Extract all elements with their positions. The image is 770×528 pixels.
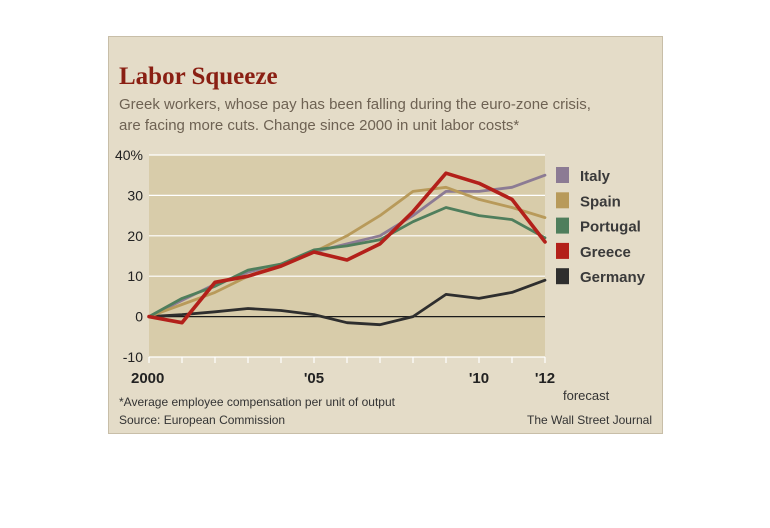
chart-canvas: Labor Squeeze Greek workers, whose pay h… (115, 63, 652, 427)
legend-swatch-italy (556, 167, 569, 183)
legend-label-greece: Greece (580, 244, 631, 261)
y-tick-label: 30 (127, 187, 143, 203)
legend-swatch-spain (556, 192, 569, 209)
legend-swatch-portugal (556, 217, 569, 234)
y-tick-label: 10 (127, 268, 143, 284)
chart-card: Labor Squeeze Greek workers, whose pay h… (108, 36, 663, 434)
legend-label-portugal: Portugal (580, 219, 641, 236)
legend-label-italy: Italy (580, 168, 611, 185)
legend-swatch-germany (556, 268, 569, 285)
plot-area: 40% 30 20 10 0 -10 2000 '05 '10 '12 Italy Spain Port… (115, 147, 646, 387)
series-line-portugal (147, 206, 547, 319)
series-line-germany (147, 278, 547, 327)
x-tick-label: '10 (469, 370, 489, 387)
footnote: *Average employee compensation per unit … (119, 395, 396, 409)
chart-title: Labor Squeeze (119, 63, 278, 90)
legend-swatch-greece (556, 242, 569, 259)
x-tick-label: '05 (304, 370, 324, 387)
y-tick-label: -10 (123, 349, 143, 365)
x-tick-label: 2000 (131, 370, 164, 387)
legend-label-germany: Germany (580, 269, 646, 286)
publisher-credit: The Wall Street Journal (527, 413, 652, 427)
y-tick-label: 20 (127, 228, 143, 244)
source-note: Source: European Commission (119, 413, 285, 427)
legend-label-spain: Spain (580, 193, 621, 210)
forecast-label: forecast (563, 388, 610, 403)
chart-subtitle-line1: Greek workers, whose pay has been fallin… (119, 96, 591, 113)
series-line-spain (147, 185, 547, 319)
y-tick-label: 0 (135, 309, 143, 325)
chart-subtitle-line2: are facing more cuts. Change since 2000 … (119, 117, 519, 134)
series-line-greece (147, 171, 547, 325)
y-tick-label: 40% (115, 147, 143, 163)
x-tick-label: '12 (535, 370, 555, 387)
